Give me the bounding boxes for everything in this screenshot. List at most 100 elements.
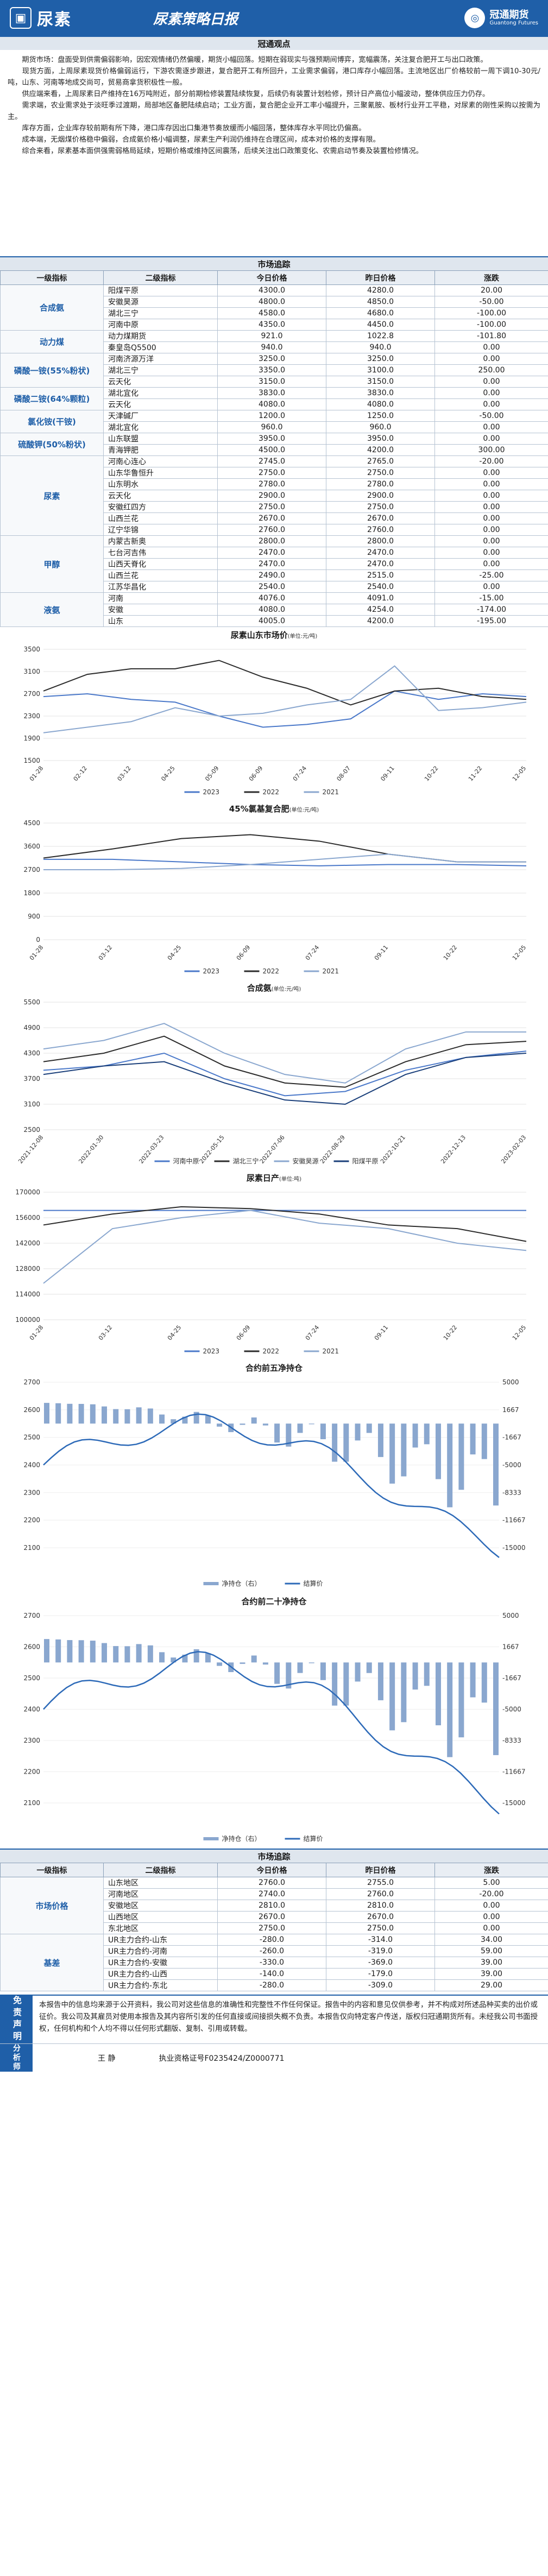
- net-position-bar: [274, 1662, 280, 1684]
- net-position-bar: [240, 1423, 245, 1425]
- value-cell: 2750.0: [217, 501, 326, 513]
- y-tick-label: 3100: [23, 668, 40, 675]
- net-position-bar: [217, 1423, 223, 1427]
- value-cell: 2470.0: [326, 558, 435, 570]
- y-right-tick-label: -1667: [502, 1674, 521, 1682]
- net-position-bar: [90, 1404, 96, 1424]
- company-name-cn: 冠通期货: [489, 9, 529, 21]
- table-row: 合成氨 阳煤平原 4300.0 4280.0 20.00: [0, 284, 548, 331]
- views-paragraph: 需求端，农业需求处于淡旺季过渡期，局部地区备肥陆续启动；工业方面，复合肥企业开工…: [8, 102, 540, 121]
- net-position-bar: [297, 1662, 303, 1673]
- chart-title-compound-fertilizer: 45%氯基复合肥(单位:元/吨): [229, 804, 319, 814]
- indicator-cell: 河南济源万洋: [103, 353, 218, 365]
- value-cell: -260.0: [217, 1945, 326, 1957]
- y-tick-label: 2700: [23, 690, 40, 698]
- legend-label: 湖北三宁: [233, 1157, 259, 1165]
- net-position-bar: [182, 1654, 188, 1663]
- table-row: UR主力合约-东北 -280.0 -309.0 29.00: [1, 1979, 548, 1991]
- value-cell: 0.00: [434, 467, 548, 479]
- x-tick-label: 02-12: [72, 765, 89, 783]
- y-left-tick-label: 2100: [23, 1799, 40, 1807]
- indicator-cell: UR主力合约-安徽: [103, 1957, 218, 1969]
- views-paragraph: 供应端来看，上周尿素日产维持在16万吨附近，部分前期检修装置陆续恢复，后续仍有装…: [8, 90, 490, 98]
- y-right-tick-label: 5000: [502, 1612, 519, 1619]
- indicator-cell: UR主力合约-山西: [103, 1968, 218, 1980]
- value-cell: 2750.0: [326, 467, 435, 479]
- value-cell: 2470.0: [217, 558, 326, 570]
- legend-label: 河南中原: [173, 1157, 199, 1165]
- indicator-cell: 江苏华昌化: [103, 581, 218, 593]
- indicator-cell: 云天化: [103, 398, 218, 410]
- net-position-bar: [493, 1423, 499, 1506]
- series-line: [43, 1053, 527, 1105]
- net-position-bar: [217, 1662, 223, 1666]
- x-tick-label: 12-05: [511, 765, 528, 783]
- company-logo-icon: ◎: [464, 8, 486, 28]
- value-cell: 5.00: [434, 1877, 548, 1889]
- value-cell: -369.0: [326, 1957, 435, 1969]
- table-header-row: 一级指标 二级指标 今日价格 昨日价格 涨跌: [0, 1863, 548, 1877]
- y-right-tick-label: 1667: [502, 1643, 519, 1651]
- value-cell: -20.00: [434, 455, 548, 467]
- value-cell: 0.00: [434, 1922, 548, 1934]
- net-position-bar: [67, 1403, 73, 1424]
- chart-title-ammonia: 合成氨(单位:元/吨): [247, 983, 301, 993]
- value-cell: 2750.0: [326, 501, 435, 513]
- net-position-bar: [481, 1423, 487, 1459]
- value-cell: 3150.0: [326, 376, 435, 388]
- value-cell: 2670.0: [217, 512, 326, 524]
- indicator-cell: 辽宁华锦: [103, 524, 218, 536]
- net-position-bar: [389, 1662, 395, 1731]
- legend-label: 2023: [203, 1347, 220, 1355]
- table-header-row: 一级指标 二级指标 今日价格 昨日价格 涨跌: [0, 270, 548, 285]
- chart-title-daily-output: 尿素日产(单位:吨): [246, 1173, 302, 1183]
- y-tick-label: 3100: [23, 1100, 40, 1108]
- value-cell: 4254.0: [326, 604, 435, 616]
- value-cell: -179.0: [326, 1968, 435, 1980]
- category-cell: 液氨: [0, 592, 104, 627]
- value-cell: 2740.0: [217, 1888, 326, 1900]
- y-tick-label: 142000: [15, 1239, 40, 1247]
- table-row: 青海钾肥 4500.0 4200.0 300.00: [1, 444, 548, 456]
- value-cell: 0.00: [434, 478, 548, 490]
- net-position-bar: [424, 1423, 430, 1445]
- net-position-bar: [401, 1662, 407, 1723]
- series-line: [43, 1206, 527, 1242]
- category-cell: 市场价格: [0, 1877, 104, 1934]
- column-header: 一级指标: [0, 270, 104, 285]
- x-tick-label: 04-25: [166, 1324, 183, 1342]
- value-cell: 4200.0: [326, 444, 435, 456]
- column-header: 一级指标: [0, 1863, 104, 1877]
- net-position-bar: [78, 1640, 84, 1663]
- value-cell: 2670.0: [326, 512, 435, 524]
- value-cell: 2540.0: [217, 581, 326, 593]
- net-position-bar: [44, 1403, 49, 1424]
- x-tick-label: 2022-05-15: [198, 1134, 226, 1165]
- y-right-tick-label: -15000: [502, 1799, 526, 1807]
- indicator-cell: 内蒙古新奥: [103, 535, 218, 547]
- y-right-tick-label: -5000: [502, 1461, 521, 1469]
- column-header: 今日价格: [217, 270, 326, 285]
- table-row: 山东华鲁恒升 2750.0 2750.0 0.00: [1, 467, 548, 479]
- value-cell: 4080.0: [326, 398, 435, 410]
- y-tick-label: 3600: [23, 843, 40, 850]
- indicator-cell: UR主力合约-河南: [103, 1945, 218, 1957]
- y-right-tick-label: -8333: [502, 1737, 521, 1744]
- y-left-tick-label: 2100: [23, 1544, 40, 1552]
- table-row: 河南中原 4350.0 4450.0 -100.00: [1, 319, 548, 331]
- value-cell: 2760.0: [326, 524, 435, 536]
- net-position-bar: [355, 1662, 361, 1682]
- value-cell: 4280.0: [326, 284, 435, 296]
- net-position-bar: [251, 1655, 257, 1663]
- x-tick-label: 04-25: [166, 944, 183, 962]
- indicator-cell: 湖北三宁: [103, 364, 218, 376]
- net-position-bar: [343, 1423, 349, 1462]
- y-left-tick-label: 2500: [23, 1674, 40, 1682]
- value-cell: -100.00: [434, 319, 548, 331]
- y-tick-label: 1900: [23, 735, 40, 742]
- column-header: 昨日价格: [326, 1863, 435, 1877]
- value-cell: 0.00: [434, 353, 548, 365]
- net-position-bar: [343, 1662, 349, 1706]
- series-line: [43, 858, 527, 866]
- net-position-bar: [136, 1407, 142, 1424]
